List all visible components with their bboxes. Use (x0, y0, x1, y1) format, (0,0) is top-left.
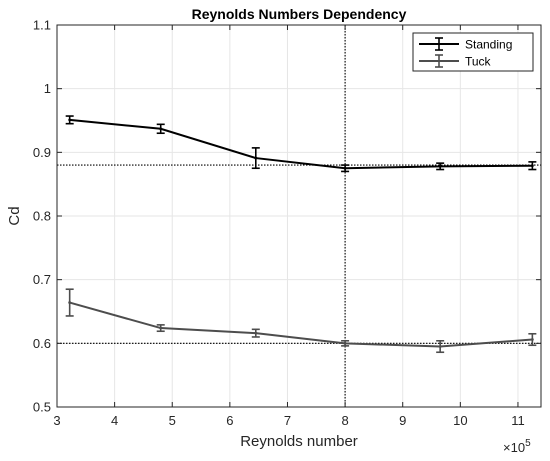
error-bar (65, 288, 74, 317)
error-bar (251, 328, 260, 338)
series-line-standing (69, 118, 533, 170)
data-point (159, 326, 163, 330)
data-point (343, 166, 347, 170)
error-bar (341, 164, 350, 173)
x-tick-label: 8 (341, 413, 348, 428)
legend-item-tuck: Tuck (419, 54, 492, 69)
legend-box (412, 32, 534, 72)
legend-label: Standing (465, 38, 512, 52)
x-tick-label: 10 (453, 413, 467, 428)
error-bar (436, 339, 445, 354)
x-axis-label: Reynolds number (240, 433, 358, 450)
data-point (438, 164, 442, 168)
y-tick-label: 1.1 (33, 18, 51, 33)
x-axis-exponent: ×105 (503, 438, 531, 455)
y-tick-label: 0.6 (33, 336, 51, 351)
data-point (254, 156, 258, 160)
y-ticks: 0.5 0.6 0.7 0.8 0.9 1 1.1 (33, 18, 541, 415)
legend-label: Tuck (465, 55, 492, 69)
error-bar (341, 339, 350, 347)
error-bar (436, 162, 445, 171)
y-tick-label: 0.5 (33, 400, 51, 415)
data-point (343, 341, 347, 345)
x-ticks: 3 4 5 6 7 8 9 10 11 (53, 25, 525, 428)
legend: Standing Tuck (412, 32, 534, 72)
data-point (68, 118, 72, 122)
x-tick-label: 7 (284, 413, 291, 428)
y-tick-label: 0.9 (33, 145, 51, 160)
data-point (530, 338, 534, 341)
x-tick-label: 3 (53, 413, 60, 428)
data-point (254, 331, 258, 335)
data-point (68, 301, 72, 304)
error-bar (156, 324, 165, 333)
x-axis-exponent-power: 5 (525, 438, 531, 449)
legend-item-standing: Standing (419, 37, 512, 52)
data-point (159, 127, 163, 131)
chart-title: Reynolds Numbers Dependency (192, 6, 407, 22)
y-tick-label: 1 (44, 81, 51, 96)
error-bar (251, 147, 260, 170)
x-axis-exponent-base: ×10 (503, 440, 525, 455)
error-bar (528, 332, 537, 347)
y-tick-label: 0.8 (33, 209, 51, 224)
y-tick-label: 0.7 (33, 272, 51, 287)
y-axis-label: Cd (6, 206, 23, 225)
x-tick-label: 5 (169, 413, 176, 428)
series-line-tuck (69, 301, 533, 348)
series (65, 115, 537, 354)
data-point (530, 164, 534, 168)
x-tick-label: 6 (226, 413, 233, 428)
x-tick-label: 4 (111, 413, 118, 428)
error-bar (528, 161, 537, 171)
data-point (438, 345, 442, 348)
error-bar (156, 123, 165, 135)
error-bar (65, 115, 74, 125)
x-tick-label: 9 (399, 413, 406, 428)
x-tick-label: 11 (511, 413, 525, 428)
